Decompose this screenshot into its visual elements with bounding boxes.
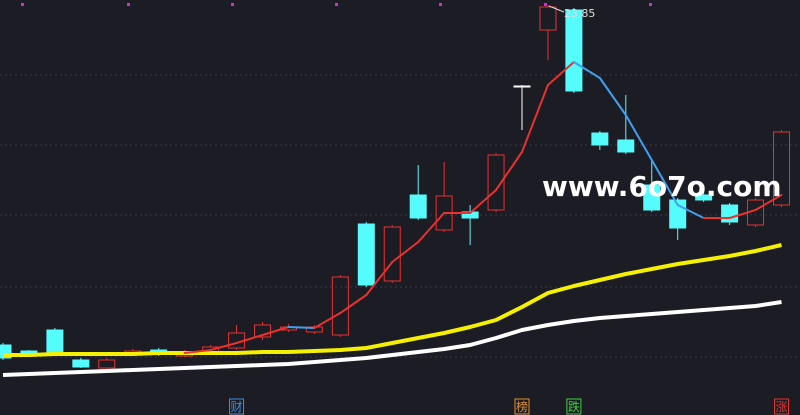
ma-line (2, 300, 782, 377)
candle-body (46, 329, 64, 353)
ma-segment (417, 212, 446, 243)
top-dots (21, 3, 652, 6)
candle-body (357, 223, 375, 286)
candle-body (539, 6, 557, 31)
candle-body (565, 9, 583, 92)
candle-body (409, 194, 427, 219)
marker-label: 跌 (568, 399, 580, 414)
ma-segment (754, 194, 783, 211)
ma-segment (365, 261, 394, 296)
ma-segment (728, 209, 757, 219)
watermark: www.6o7o.com (542, 170, 782, 203)
candle-body (254, 324, 271, 338)
candle-body (591, 132, 609, 146)
ma-segment (495, 151, 523, 191)
ma-line (3, 243, 782, 357)
ma-segment (676, 204, 705, 219)
marker-box (774, 398, 789, 415)
marker-label: 榜 (516, 399, 528, 414)
ma-segment (572, 61, 601, 79)
ma-segment (209, 342, 238, 351)
candle-body (0, 344, 12, 359)
ma-segment (261, 326, 290, 336)
ma-segment (598, 77, 627, 116)
marker-label: 财 (231, 400, 243, 414)
candle-body (721, 204, 739, 223)
candle-body (487, 154, 505, 211)
high-label: 23.85 (564, 7, 596, 20)
ma-segment (313, 312, 342, 329)
ma-segment (650, 159, 679, 206)
candle-body (383, 226, 401, 282)
marker-box (566, 398, 582, 415)
annotation-arrow (548, 5, 565, 13)
marker-box (514, 398, 530, 415)
ma-segment (624, 114, 653, 161)
ma-segment (469, 189, 498, 214)
ma-segment (391, 241, 420, 263)
ma-segment (287, 326, 316, 329)
ma-segment (183, 349, 212, 354)
ma-segment (235, 334, 264, 344)
marker-box (229, 398, 245, 415)
candle-body (643, 184, 661, 211)
candle-body (331, 276, 349, 336)
candle-body (98, 359, 116, 369)
ma-segment (546, 61, 575, 86)
candle-body (695, 194, 713, 201)
candle-body (513, 85, 531, 88)
candle-body (72, 359, 90, 368)
marker-label: 涨 (775, 399, 787, 414)
ma-segment (339, 294, 368, 314)
candle-body (773, 131, 790, 206)
ma-segment (521, 84, 549, 153)
candle-body (617, 139, 635, 153)
